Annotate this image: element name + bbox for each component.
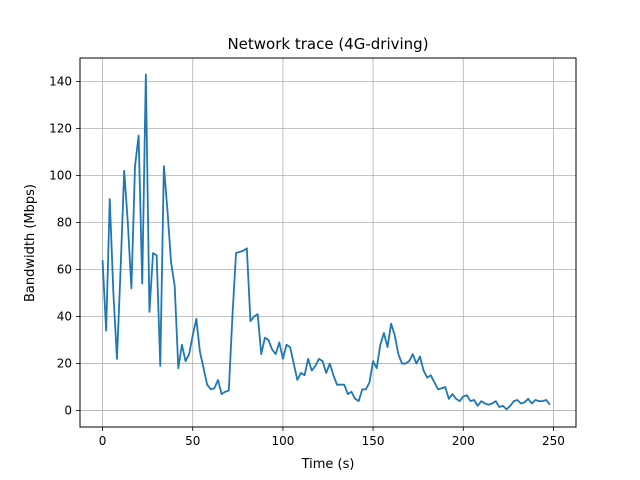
y-tick-label: 60 <box>57 263 72 277</box>
y-tick-label: 40 <box>57 310 72 324</box>
y-tick-label: 0 <box>64 404 72 418</box>
grid-lines <box>80 58 576 427</box>
y-tick-label: 20 <box>57 357 72 371</box>
y-tick-label: 120 <box>49 122 72 136</box>
y-tick-label: 80 <box>57 216 72 230</box>
y-tick-label: 100 <box>49 169 72 183</box>
x-tick-label: 50 <box>185 434 200 448</box>
x-axis-label: Time (s) <box>301 457 355 472</box>
y-axis: 0 20 40 60 80 100 120 140 <box>49 75 80 418</box>
y-tick-label: 140 <box>49 75 72 89</box>
chart-title: Network trace (4G-driving) <box>227 35 428 53</box>
x-tick-label: 200 <box>452 434 475 448</box>
x-tick-label: 100 <box>271 434 294 448</box>
series-line <box>101 73 551 411</box>
y-axis-label: Bandwidth (Mbps) <box>23 184 38 302</box>
x-tick-label: 150 <box>362 434 385 448</box>
x-tick-label: 0 <box>99 434 107 448</box>
plot-frame <box>79 57 577 428</box>
x-axis: 0 50 100 150 200 250 <box>99 427 565 448</box>
x-tick-label: 250 <box>542 434 565 448</box>
